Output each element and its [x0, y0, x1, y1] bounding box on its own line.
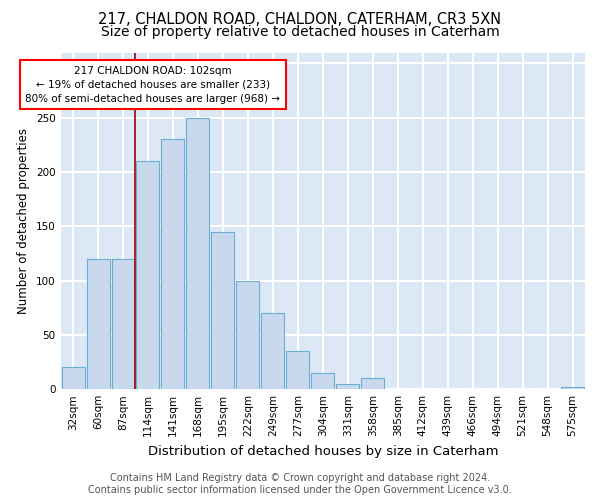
- Bar: [336, 384, 359, 389]
- Bar: [361, 378, 384, 389]
- Bar: [311, 373, 334, 389]
- Bar: [561, 387, 584, 389]
- Bar: [236, 280, 259, 389]
- Text: Contains HM Land Registry data © Crown copyright and database right 2024.
Contai: Contains HM Land Registry data © Crown c…: [88, 474, 512, 495]
- Bar: [112, 259, 134, 389]
- Text: Size of property relative to detached houses in Caterham: Size of property relative to detached ho…: [101, 25, 499, 39]
- Bar: [86, 259, 110, 389]
- Bar: [62, 368, 85, 389]
- Text: 217, CHALDON ROAD, CHALDON, CATERHAM, CR3 5XN: 217, CHALDON ROAD, CHALDON, CATERHAM, CR…: [98, 12, 502, 28]
- Y-axis label: Number of detached properties: Number of detached properties: [17, 128, 31, 314]
- Bar: [286, 351, 310, 389]
- Bar: [187, 118, 209, 389]
- Text: 217 CHALDON ROAD: 102sqm
← 19% of detached houses are smaller (233)
80% of semi-: 217 CHALDON ROAD: 102sqm ← 19% of detach…: [25, 66, 280, 104]
- Bar: [211, 232, 235, 389]
- Bar: [136, 161, 160, 389]
- Bar: [262, 313, 284, 389]
- Bar: [161, 140, 184, 389]
- X-axis label: Distribution of detached houses by size in Caterham: Distribution of detached houses by size …: [148, 444, 498, 458]
